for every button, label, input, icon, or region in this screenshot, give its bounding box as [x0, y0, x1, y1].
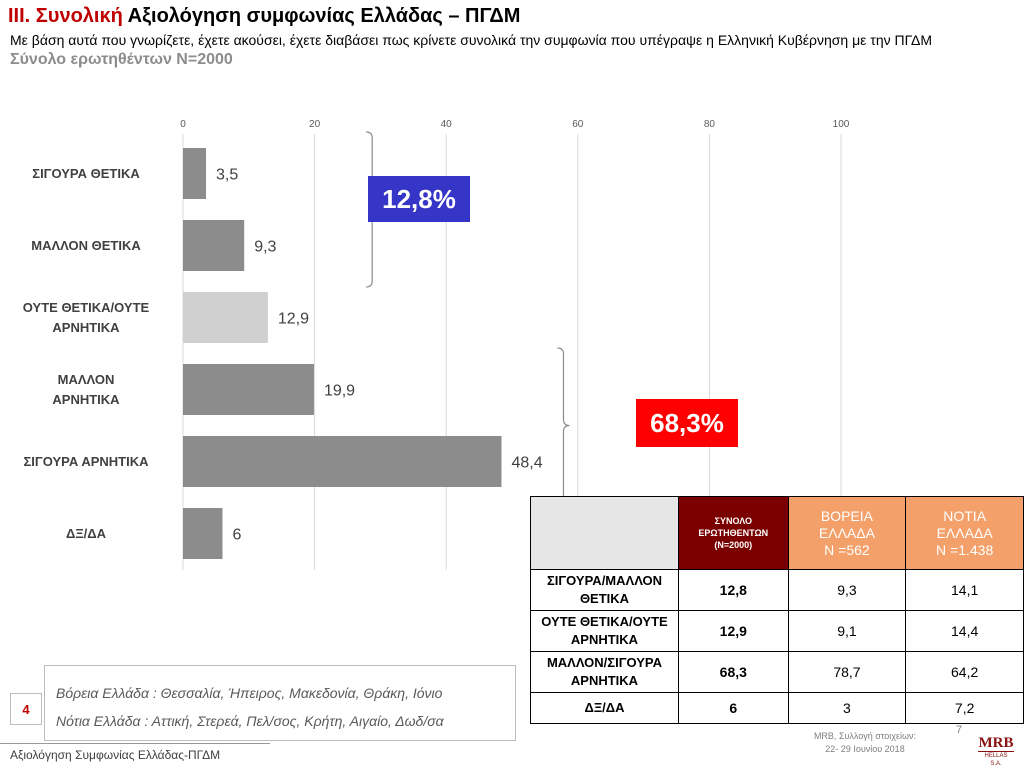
category-label: ΜΑΛΛΟΝ ΘΕΤΙΚΑ	[6, 236, 166, 256]
header-blank-cell	[530, 496, 679, 570]
bar	[183, 292, 268, 343]
header-north-line: ΒΟΡΕΙΑ	[820, 507, 873, 524]
header-total-line: (Ν=2000)	[714, 540, 753, 550]
cell-south: 14,1	[905, 569, 1024, 611]
page-number: 4	[10, 693, 42, 725]
header-south: ΝΟΤΙΑ ΕΛΛΑΔΑ Ν =1.438	[905, 496, 1024, 570]
row-label: ΜΑΛΛΟΝ/ΣΙΓΟΥΡΑ ΑΡΝΗΤΙΚΑ	[530, 651, 679, 693]
category-label-line: ΑΡΝΗΤΙΚΑ	[52, 391, 120, 407]
category-label-line: ΔΞ/ΔΑ	[65, 525, 107, 541]
cell-north: 9,1	[787, 610, 907, 652]
table-header-row: ΣΥΝΟΛΟ ΕΡΩΤΗΘΕΝΤΩΝ (Ν=2000) ΒΟΡΕΙΑ ΕΛΛΑΔ…	[530, 496, 1024, 570]
bar	[183, 220, 245, 271]
group-brace	[557, 347, 570, 504]
x-tick-label: 0	[180, 119, 186, 130]
table-row: ΟΥΤΕ ΘΕΤΙΚΑ/ΟΥΤΕ ΑΡΝΗΤΙΚΑ 12,9 9,1 14,4	[530, 610, 1024, 652]
cell-south: 64,2	[905, 651, 1024, 693]
row-label: ΣΙΓΟΥΡΑ/ΜΑΛΛΟΝ ΘΕΤΙΚΑ	[530, 569, 679, 611]
row-label-line: ΣΙΓΟΥΡΑ/ΜΑΛΛΟΝ	[546, 573, 663, 588]
category-label-line: ΣΙΓΟΥΡΑ ΘΕΤΙΚΑ	[32, 165, 140, 181]
category-label: ΣΙΓΟΥΡΑ ΘΕΤΙΚΑ	[6, 164, 166, 184]
table-row: ΣΙΓΟΥΡΑ/ΜΑΛΛΟΝ ΘΕΤΙΚΑ 12,8 9,3 14,1	[530, 569, 1024, 611]
footnote-south: Νότια Ελλάδα : Αττική, Στερεά, Πελ/σος, …	[56, 713, 444, 729]
footnote-north: Βόρεια Ελλάδα : Θεσσαλία, Ήπειρος, Μακεδ…	[56, 685, 443, 701]
title-red-word: Συνολική	[35, 5, 123, 27]
source-line: 22- 29 Ιουνίου 2018	[825, 744, 905, 754]
sample-size: Σύνολο ερωτηθέντων Ν=2000	[10, 51, 233, 68]
logo-name: MRB	[978, 735, 1014, 751]
mrb-logo: MRB HELLAS S.A.	[978, 735, 1014, 767]
title-prefix: III.	[8, 5, 31, 27]
row-label-line: ΔΞ/ΔΑ	[584, 700, 625, 715]
bar	[183, 508, 223, 559]
category-label-line: ΜΑΛΛΟΝ ΘΕΤΙΚΑ	[31, 237, 141, 253]
table-row: ΔΞ/ΔΑ 6 3 7,2	[530, 692, 1024, 724]
footer-text: Αξιολόγηση Συμφωνίας Ελλάδας-ΠΓΔΜ	[10, 748, 221, 762]
header-north: ΒΟΡΕΙΑ ΕΛΛΑΔΑ Ν =562	[787, 496, 907, 570]
header-south-line: ΕΛΛΑΔΑ	[936, 524, 993, 541]
category-label-line: ΑΡΝΗΤΙΚΑ	[52, 319, 120, 335]
cell-total: 68,3	[678, 651, 789, 693]
category-label: ΣΙΓΟΥΡΑ ΑΡΝΗΤΙΚΑ	[6, 452, 166, 472]
category-label: ΔΞ/ΔΑ	[6, 524, 166, 544]
category-label: ΜΑΛΛΟΝ ΑΡΝΗΤΙΚΑ	[6, 370, 166, 410]
header-north-line: ΕΛΛΑΔΑ	[818, 524, 875, 541]
header-south-line: ΝΟΤΙΑ	[943, 507, 987, 524]
cell-north: 78,7	[787, 651, 907, 693]
question-text: Με βάση αυτά που γνωρίζετε, έχετε ακούσε…	[10, 32, 933, 48]
row-label-line: ΑΡΝΗΤΙΚΑ	[570, 632, 639, 647]
page-title: III. Συνολική Αξιολόγηση συμφωνίας Ελλάδ…	[8, 5, 520, 28]
cell-south: 14,4	[905, 610, 1024, 652]
bar-value-label: 12,9	[278, 311, 309, 328]
x-tick-label: 40	[441, 119, 453, 130]
header-south-line: Ν =1.438	[936, 541, 994, 558]
row-label-line: ΘΕΤΙΚΑ	[579, 591, 630, 606]
row-label-line: ΜΑΛΛΟΝ/ΣΙΓΟΥΡΑ	[546, 655, 663, 670]
x-tick-label: 20	[309, 119, 321, 130]
header-total: ΣΥΝΟΛΟ ΕΡΩΤΗΘΕΝΤΩΝ (Ν=2000)	[678, 496, 789, 570]
header-north-line: Ν =562	[824, 541, 870, 558]
bar-value-label: 9,3	[254, 239, 276, 256]
header-total-line: ΕΡΩΤΗΘΕΝΤΩΝ	[698, 528, 769, 538]
category-label: ΟΥΤΕ ΘΕΤΙΚΑ/ΟΥΤΕ ΑΡΝΗΤΙΚΑ	[6, 298, 166, 338]
bar-value-label: 48,4	[511, 455, 542, 472]
title-rest: Αξιολόγηση συμφωνίας Ελλάδας – ΠΓΔΜ	[127, 5, 521, 27]
x-tick-label: 100	[833, 119, 850, 130]
table-row: ΜΑΛΛΟΝ/ΣΙΓΟΥΡΑ ΑΡΝΗΤΙΚΑ 68,3 78,7 64,2	[530, 651, 1024, 693]
region-breakdown-table: ΣΥΝΟΛΟ ΕΡΩΤΗΘΕΝΤΩΝ (Ν=2000) ΒΟΡΕΙΑ ΕΛΛΑΔ…	[530, 496, 1024, 724]
header-total-line: ΣΥΝΟΛΟ	[714, 516, 753, 526]
data-source: MRB, Συλλογή στοιχείων: 22- 29 Ιουνίου 2…	[790, 730, 940, 756]
cell-total: 12,9	[678, 610, 789, 652]
logo-sub: HELLAS S.A.	[978, 751, 1014, 768]
x-tick-label: 60	[572, 119, 584, 130]
bar-value-label: 3,5	[216, 167, 238, 184]
cell-total: 12,8	[678, 569, 789, 611]
category-label-line: ΣΙΓΟΥΡΑ ΑΡΝΗΤΙΚΑ	[23, 453, 149, 469]
row-label: ΟΥΤΕ ΘΕΤΙΚΑ/ΟΥΤΕ ΑΡΝΗΤΙΚΑ	[530, 610, 679, 652]
bar-value-label: 19,9	[324, 383, 355, 400]
bar-value-label: 6	[232, 527, 241, 544]
row-label-line: ΟΥΤΕ ΘΕΤΙΚΑ/ΟΥΤΕ	[541, 614, 668, 629]
cell-north: 9,3	[787, 569, 907, 611]
row-label: ΔΞ/ΔΑ	[530, 692, 679, 724]
x-tick-label: 80	[704, 119, 716, 130]
bar	[183, 148, 207, 199]
footer-divider	[0, 743, 270, 744]
slide-number: 7	[956, 724, 963, 736]
cell-total: 6	[678, 692, 789, 724]
footnote-box	[44, 665, 516, 741]
cell-south: 7,2	[905, 692, 1024, 724]
bar	[183, 436, 502, 487]
bar	[183, 364, 314, 415]
positive-total-badge: 12,8%	[368, 176, 470, 222]
negative-total-badge: 68,3%	[636, 399, 738, 447]
category-label-line: ΟΥΤΕ ΘΕΤΙΚΑ/ΟΥΤΕ	[22, 299, 150, 315]
source-line: MRB, Συλλογή στοιχείων:	[813, 731, 917, 741]
category-label-line: ΜΑΛΛΟΝ	[57, 371, 115, 387]
row-label-line: ΑΡΝΗΤΙΚΑ	[570, 673, 639, 688]
cell-north: 3	[787, 692, 907, 724]
